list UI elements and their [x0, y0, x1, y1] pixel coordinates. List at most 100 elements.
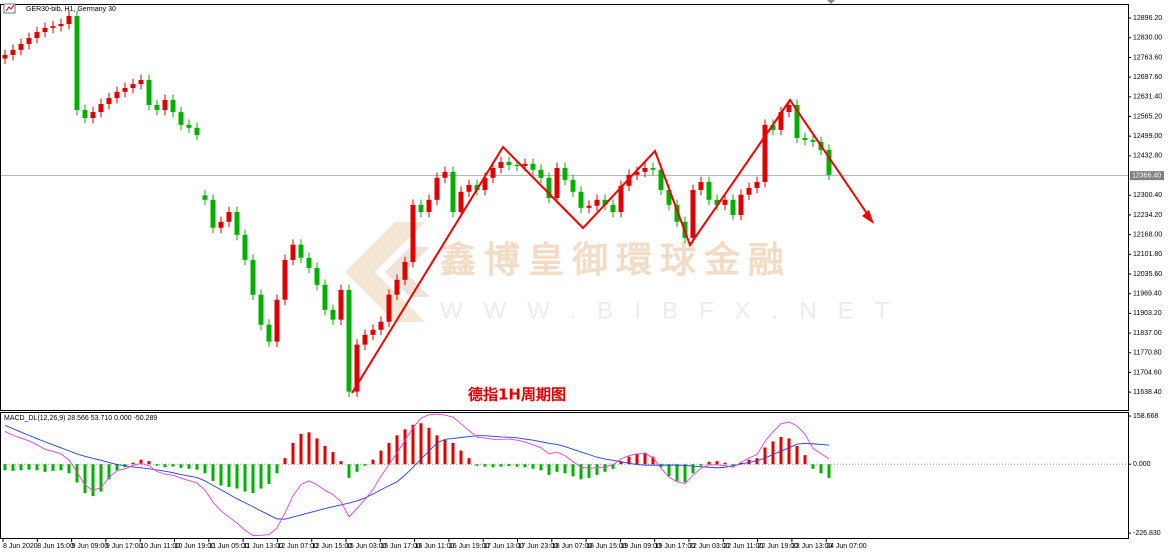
candle-body — [10, 49, 16, 55]
histogram-bar — [579, 464, 583, 480]
candle-body — [314, 267, 320, 285]
x-tick-label: 19 Jun 09:00 — [620, 543, 661, 550]
x-tick-label: 12 Jun 07:00 — [277, 543, 318, 550]
y-tick-label: 11638.40 — [1133, 389, 1162, 396]
candle-body — [610, 204, 616, 213]
candle-body — [114, 91, 120, 99]
histogram-bar — [443, 439, 447, 465]
histogram-bar — [355, 464, 359, 472]
histogram-bar — [731, 464, 735, 466]
histogram-bar — [107, 464, 111, 480]
candle-body — [522, 163, 528, 166]
histogram-bar — [347, 464, 351, 478]
histogram-bar — [371, 459, 375, 465]
candle-body — [466, 184, 472, 192]
candle-body — [154, 104, 160, 110]
histogram-bar — [603, 464, 607, 472]
histogram-bar — [299, 433, 303, 465]
candle-body — [810, 140, 816, 142]
histogram-bar — [619, 461, 623, 465]
candle-body — [738, 194, 744, 215]
x-tick-label: 15 Jun 03:00 — [346, 543, 387, 550]
histogram-bar — [155, 464, 159, 466]
histogram-bar — [11, 464, 15, 471]
candle-body — [802, 137, 808, 141]
histogram-bar — [203, 464, 207, 474]
x-tick-label: 15 Jun 17:00 — [380, 543, 421, 550]
histogram-bar — [3, 464, 7, 471]
histogram-bar — [91, 464, 95, 497]
chart-icon — [5, 4, 15, 12]
candle-body — [658, 169, 664, 190]
candle-body — [482, 177, 488, 190]
x-tick-label: 18 Jun 15:00 — [586, 543, 627, 550]
y-tick-label: 0.000 — [1133, 461, 1151, 468]
candle-body — [354, 344, 360, 392]
x-tick-label: 18 Jun 07:00 — [552, 543, 593, 550]
macd-line — [4, 413, 830, 537]
candle-body — [90, 112, 96, 119]
price-frame — [0, 4, 1129, 411]
candle-body — [130, 84, 136, 88]
candle-body — [618, 185, 624, 213]
candle-body — [434, 177, 440, 200]
candle-body — [242, 234, 248, 260]
scroll-marker — [827, 0, 835, 4]
x-tick-label: 22 Jun 03:00 — [689, 543, 730, 550]
candle-body — [410, 204, 416, 262]
x-tick-label: 19 Jun 17:00 — [655, 543, 696, 550]
histogram-bar — [691, 464, 695, 474]
histogram-bar — [779, 436, 783, 465]
y-tick-label: 158.668 — [1133, 413, 1158, 420]
candle-body — [170, 99, 176, 113]
candle-body — [578, 191, 584, 208]
candle-body — [194, 127, 200, 135]
x-tick-label: 24 Jun 07:00 — [826, 543, 867, 550]
histogram-bar — [219, 464, 223, 486]
x-tick-label: 11 Jun 05:00 — [209, 543, 249, 550]
histogram-bar — [275, 464, 279, 474]
candle-body — [394, 279, 400, 295]
y-tick-label: -226.830 — [1133, 530, 1161, 537]
candle-body — [714, 199, 720, 205]
trend-arrow — [862, 210, 874, 224]
histogram-bar — [547, 464, 551, 475]
candle-body — [122, 87, 128, 92]
histogram-bar — [403, 429, 407, 465]
candle-body — [402, 261, 408, 280]
histogram-bar — [803, 455, 807, 465]
histogram-bar — [667, 464, 671, 477]
histogram-bar — [507, 464, 511, 467]
candle-body — [490, 167, 496, 178]
candle-body — [290, 244, 296, 260]
candle-body — [298, 244, 304, 258]
candle-body — [162, 99, 168, 110]
histogram-bar — [635, 453, 639, 465]
histogram-bar — [795, 446, 799, 465]
histogram-bar — [643, 452, 647, 465]
x-tick-label: 8 Jun 2020 — [3, 543, 38, 550]
candle-body — [58, 24, 64, 27]
histogram-bar — [27, 464, 31, 470]
indicator-frame — [0, 412, 1129, 539]
y-tick-label: 12101.80 — [1133, 251, 1162, 258]
histogram-bar — [563, 464, 567, 474]
candle-body — [82, 109, 88, 119]
histogram-bar — [339, 461, 343, 465]
histogram-bar — [491, 464, 495, 468]
indicator-label: MACD_DL(12,26,9) 28.566 53.710 0.000 -50… — [4, 415, 157, 422]
histogram-bar — [75, 464, 79, 483]
x-tick-label: 16 Jun 11:00 — [415, 543, 455, 550]
y-tick-label: 12499.00 — [1133, 133, 1162, 140]
candle-body — [722, 199, 728, 205]
histogram-bar — [699, 464, 703, 466]
x-tick-label: 23 Jun 13:00 — [792, 543, 833, 550]
histogram-bar — [83, 464, 87, 494]
candle-body — [146, 79, 152, 105]
candle-body — [66, 16, 72, 25]
candle-body — [690, 189, 696, 238]
histogram-bar — [587, 464, 591, 478]
x-tick-label: 22 Jun 19:00 — [758, 543, 799, 550]
